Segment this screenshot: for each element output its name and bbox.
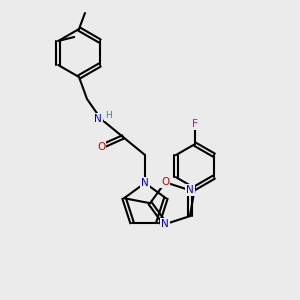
Text: O: O — [97, 142, 105, 152]
Text: N: N — [186, 185, 194, 195]
Text: N: N — [141, 178, 149, 188]
Text: F: F — [192, 119, 198, 129]
Text: N: N — [94, 114, 102, 124]
Text: H: H — [105, 112, 111, 121]
Text: N: N — [161, 219, 169, 229]
Text: O: O — [161, 177, 170, 187]
